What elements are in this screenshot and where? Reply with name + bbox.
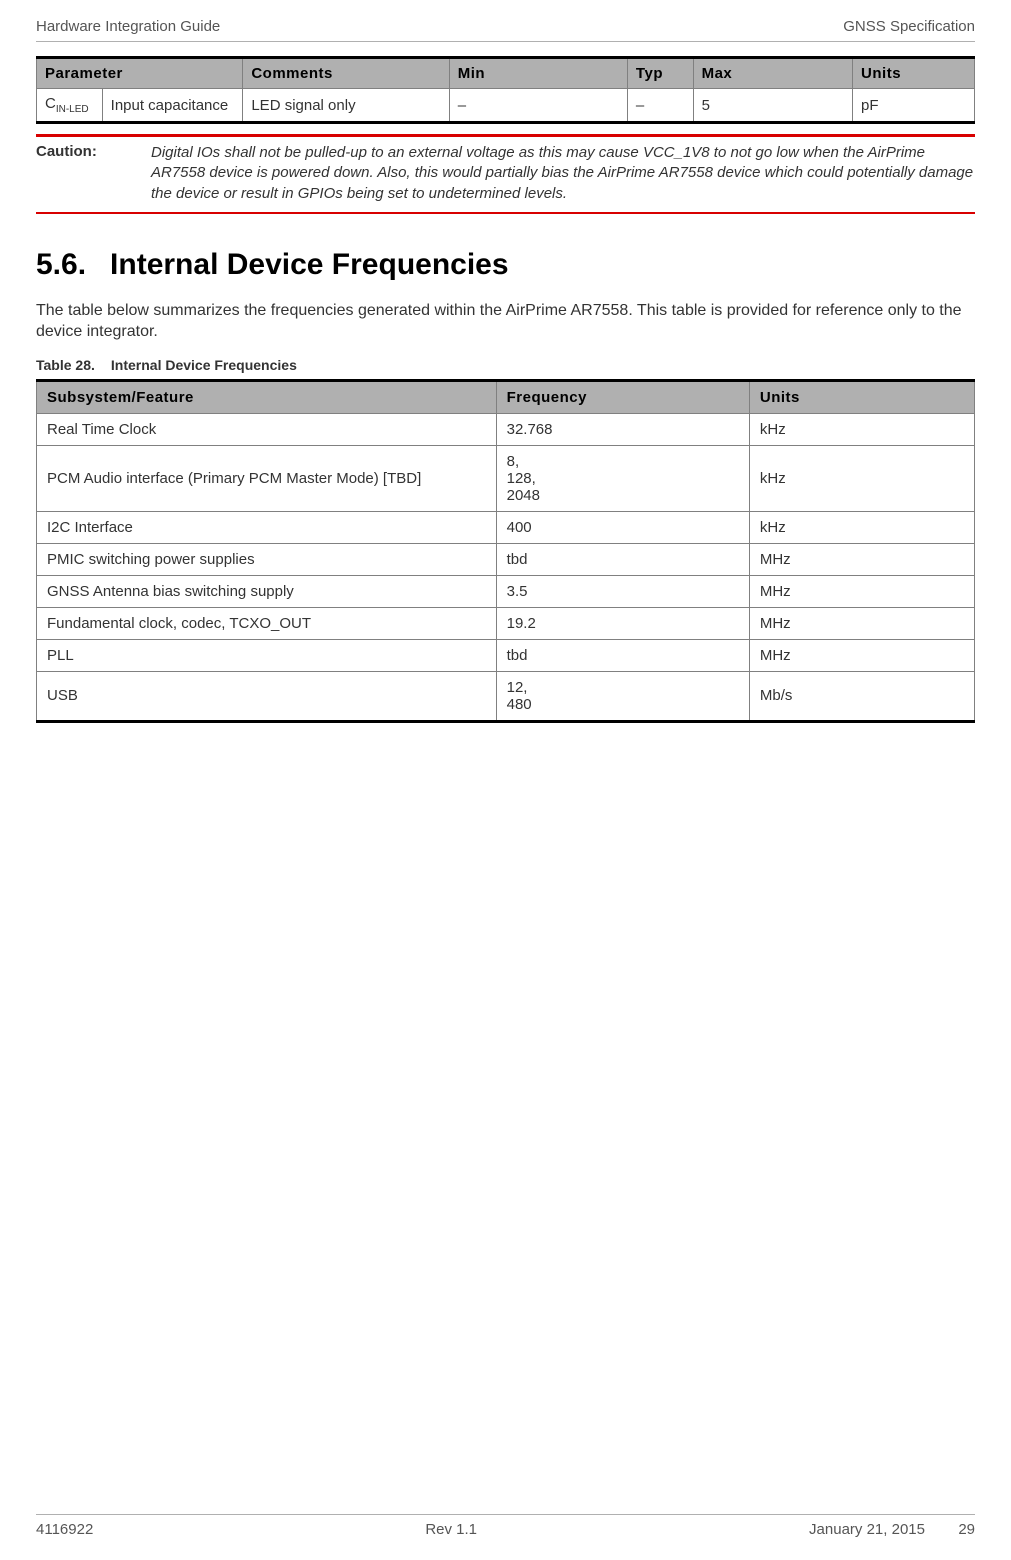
td-frequency: 400: [496, 511, 749, 543]
table28-caption: Table 28. Internal Device Frequencies: [36, 357, 975, 373]
td-subsystem: Real Time Clock: [37, 413, 497, 445]
td-units: MHz: [749, 543, 974, 575]
td-subsystem: USB: [37, 671, 497, 721]
param-sub: IN-LED: [56, 104, 89, 115]
freq-header-row: Subsystem/Feature Frequency Units: [37, 380, 975, 413]
th-funits: Units: [749, 380, 974, 413]
section-heading: 5.6. Internal Device Frequencies: [36, 248, 975, 282]
td-units: MHz: [749, 607, 974, 639]
table-row: USB12, 480Mb/s: [37, 671, 975, 721]
param-base: C: [45, 95, 56, 112]
spec-table: Parameter Comments Min Typ Max Units CIN…: [36, 56, 975, 124]
td-frequency: 3.5: [496, 575, 749, 607]
td-min: –: [449, 89, 627, 123]
section-title: Internal Device Frequencies: [110, 248, 509, 281]
footer-date: January 21, 2015: [809, 1521, 925, 1538]
section-intro: The table below summarizes the frequenci…: [36, 300, 975, 343]
caution-block: Caution: Digital IOs shall not be pulled…: [36, 134, 975, 214]
header-right: GNSS Specification: [843, 18, 975, 35]
page-footer: 4116922 Rev 1.1 January 21, 2015 29: [36, 1514, 975, 1538]
footer-right: January 21, 2015 29: [809, 1521, 975, 1538]
td-subsystem: Fundamental clock, codec, TCXO_OUT: [37, 607, 497, 639]
td-units: Mb/s: [749, 671, 974, 721]
td-frequency: tbd: [496, 639, 749, 671]
td-frequency: 32.768: [496, 413, 749, 445]
table-row: PMIC switching power suppliestbdMHz: [37, 543, 975, 575]
th-subsystem: Subsystem/Feature: [37, 380, 497, 413]
th-frequency: Frequency: [496, 380, 749, 413]
td-subsystem: GNSS Antenna bias switching supply: [37, 575, 497, 607]
header-left: Hardware Integration Guide: [36, 18, 220, 35]
footer-left: 4116922: [36, 1521, 93, 1538]
td-frequency: 8, 128, 2048: [496, 445, 749, 511]
td-units: MHz: [749, 639, 974, 671]
th-parameter: Parameter: [37, 58, 243, 89]
freq-tbody: Real Time Clock32.768kHzPCM Audio interf…: [37, 413, 975, 721]
spec-header-row: Parameter Comments Min Typ Max Units: [37, 58, 975, 89]
th-units: Units: [853, 58, 975, 89]
td-param-symbol: CIN-LED: [37, 89, 103, 123]
table-row: PCM Audio interface (Primary PCM Master …: [37, 445, 975, 511]
table-row: Real Time Clock32.768kHz: [37, 413, 975, 445]
section-number: 5.6.: [36, 248, 86, 282]
table28-caption-label: Table 28.: [36, 357, 95, 373]
td-units: pF: [853, 89, 975, 123]
footer-page: 29: [958, 1521, 975, 1538]
td-subsystem: PLL: [37, 639, 497, 671]
caution-label: Caution:: [36, 143, 131, 204]
table-row: Fundamental clock, codec, TCXO_OUT19.2MH…: [37, 607, 975, 639]
td-frequency: tbd: [496, 543, 749, 575]
page-container: Hardware Integration Guide GNSS Specific…: [0, 0, 1011, 1560]
caution-text: Digital IOs shall not be pulled-up to an…: [151, 143, 975, 204]
td-param-desc: Input capacitance: [102, 89, 243, 123]
td-typ: –: [627, 89, 693, 123]
table-row: I2C Interface400kHz: [37, 511, 975, 543]
table-row: PLLtbdMHz: [37, 639, 975, 671]
th-max: Max: [693, 58, 852, 89]
td-units: kHz: [749, 413, 974, 445]
spec-data-row: CIN-LED Input capacitance LED signal onl…: [37, 89, 975, 123]
footer-center: Rev 1.1: [93, 1521, 809, 1538]
td-subsystem: PCM Audio interface (Primary PCM Master …: [37, 445, 497, 511]
table-row: GNSS Antenna bias switching supply3.5MHz: [37, 575, 975, 607]
td-comments: LED signal only: [243, 89, 449, 123]
th-typ: Typ: [627, 58, 693, 89]
td-subsystem: I2C Interface: [37, 511, 497, 543]
td-units: kHz: [749, 445, 974, 511]
td-subsystem: PMIC switching power supplies: [37, 543, 497, 575]
freq-table: Subsystem/Feature Frequency Units Real T…: [36, 379, 975, 723]
td-frequency: 12, 480: [496, 671, 749, 721]
table28-caption-text: Internal Device Frequencies: [111, 357, 297, 373]
td-units: MHz: [749, 575, 974, 607]
td-units: kHz: [749, 511, 974, 543]
td-frequency: 19.2: [496, 607, 749, 639]
th-min: Min: [449, 58, 627, 89]
td-max: 5: [693, 89, 852, 123]
page-header: Hardware Integration Guide GNSS Specific…: [36, 18, 975, 42]
th-comments: Comments: [243, 58, 449, 89]
